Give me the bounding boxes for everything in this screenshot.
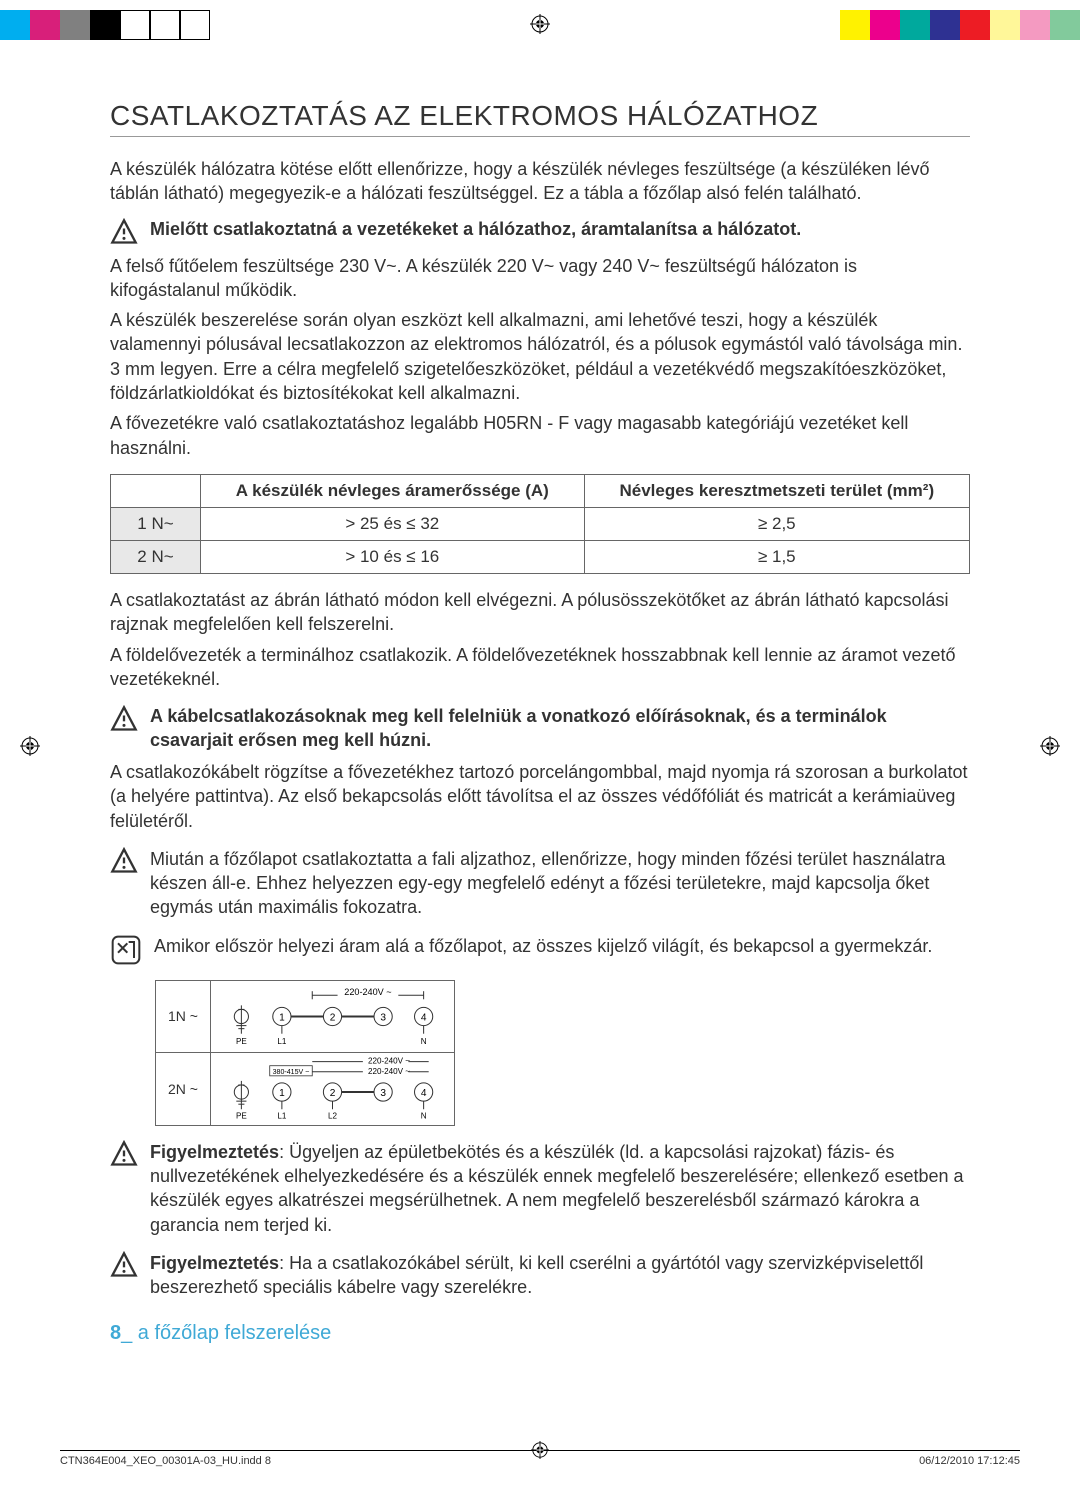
print-file-name: CTN364E004_XEO_00301A-03_HU.indd 8 [60,1455,271,1467]
table-header-blank [111,474,201,507]
wiring-diagram: 1N ~ 220-240V ~ 1 2 3 4 PE L1 N [155,980,455,1126]
print-color-swatch [1050,10,1080,40]
print-color-swatch [180,10,210,40]
note-row-1: Amikor először helyezi áram alá a főzőla… [110,934,970,966]
para-1a: A felső fűtőelem feszültsége 230 V~. A k… [110,254,970,303]
wiring-label-2n: 2N ~ [156,1053,211,1125]
warning-row-1: Mielőtt csatlakoztatná a vezetékeket a h… [110,218,970,246]
table-row: 2 N~ > 10 és ≤ 16 ≥ 1,5 [111,540,970,573]
warning-row-2: A kábelcsatlakozásoknak meg kell felelni… [110,705,970,752]
svg-text:N: N [421,1111,427,1120]
svg-text:220-240V ~: 220-240V ~ [344,987,391,997]
warning-text-5: Figyelmeztetés: Ha a csatlakozókábel sér… [150,1251,970,1300]
registration-mark-right [1040,736,1060,756]
svg-text:1: 1 [279,1012,285,1023]
para-2a: A csatlakoztatást az ábrán látható módon… [110,588,970,637]
svg-text:L2: L2 [328,1111,338,1120]
warning-row-4: Figyelmeztetés: Ügyeljen az épületbeköté… [110,1140,970,1237]
svg-text:380-415V ~: 380-415V ~ [273,1068,310,1076]
svg-text:L1: L1 [277,1037,287,1046]
warning-label: Figyelmeztetés [150,1253,279,1273]
print-color-swatch [60,10,90,40]
wiring-row-2n: 2N ~ 220-240V ~ 220-240V ~ 380-415V ~ 1 … [156,1053,454,1125]
page-content: CSATLAKOZTATÁS AZ ELEKTROMOS HÁLÓZATHOZ … [110,100,970,1345]
color-blocks-left [0,10,210,40]
table-cell-area: ≥ 1,5 [584,540,969,573]
intro-paragraph: A készülék hálózatra kötése előtt ellenő… [110,157,970,206]
wiring-label-1n: 1N ~ [156,981,211,1052]
svg-text:4: 4 [421,1088,427,1099]
table-cell-area: ≥ 2,5 [584,507,969,540]
print-color-swatch [150,10,180,40]
para-1b: A készülék beszerelése során olyan eszkö… [110,308,970,405]
svg-text:N: N [421,1037,427,1046]
print-color-swatch [840,10,870,40]
print-color-swatch [900,10,930,40]
table-cell-amp: > 25 és ≤ 32 [201,507,585,540]
svg-text:1: 1 [279,1088,285,1099]
print-color-swatch [30,10,60,40]
warning-icon [110,847,138,875]
registration-mark-left [20,736,40,756]
table-cell-lbl: 1 N~ [111,507,201,540]
table-header-area: Névleges keresztmetszeti terület (mm²) [584,474,969,507]
svg-text:3: 3 [380,1012,386,1023]
print-timestamp: 06/12/2010 17:12:45 [919,1455,1020,1467]
wiring-schematic-1n: 220-240V ~ 1 2 3 4 PE L1 N [211,981,454,1052]
svg-text:220-240V ~: 220-240V ~ [368,1067,410,1076]
warning-label: Figyelmeztetés [150,1142,279,1162]
warning-icon [110,1251,138,1279]
svg-text:4: 4 [421,1012,427,1023]
registration-mark-bottom [531,1441,549,1462]
warning-row-5: Figyelmeztetés: Ha a csatlakozókábel sér… [110,1251,970,1300]
para-2b: A földelővezeték a terminálhoz csatlakoz… [110,643,970,692]
note-text-1: Amikor először helyezi áram alá a főzőla… [154,934,932,958]
page-title: CSATLAKOZTATÁS AZ ELEKTROMOS HÁLÓZATHOZ [110,100,970,137]
print-color-swatch [960,10,990,40]
print-color-swatch [1020,10,1050,40]
table-cell-lbl: 2 N~ [111,540,201,573]
wiring-schematic-2n: 220-240V ~ 220-240V ~ 380-415V ~ 1 2 3 4… [211,1053,454,1125]
svg-text:3: 3 [380,1088,386,1099]
page-footer: 8_ a főzőlap felszerelése [110,1322,970,1345]
para-1c: A fővezetékre való csatlakoztatáshoz leg… [110,411,970,460]
page-number: 8 [110,1322,121,1344]
svg-text:PE: PE [236,1111,247,1120]
wiring-row-1n: 1N ~ 220-240V ~ 1 2 3 4 PE L1 N [156,981,454,1053]
svg-text:L1: L1 [277,1111,287,1120]
warning-text-1: Mielőtt csatlakoztatná a vezetékeket a h… [150,218,801,241]
para-3: A csatlakozókábelt rögzítse a fővezetékh… [110,760,970,833]
svg-text:2: 2 [330,1012,336,1023]
print-color-swatch [930,10,960,40]
color-blocks-right [840,10,1080,40]
warning-icon [110,705,138,733]
note-icon [110,934,142,966]
footer-sep: _ [121,1322,132,1344]
warning-row-3: Miután a főzőlapot csatlakoztatta a fali… [110,847,970,920]
svg-text:2: 2 [330,1088,336,1099]
table-cell-amp: > 10 és ≤ 16 [201,540,585,573]
print-footer: CTN364E004_XEO_00301A-03_HU.indd 8 06/12… [60,1450,1020,1467]
print-color-swatch [90,10,120,40]
registration-mark-top [530,14,550,34]
print-color-swatch [990,10,1020,40]
table-header-amp: A készülék névleges áramerőssége (A) [201,474,585,507]
table-row: 1 N~ > 25 és ≤ 32 ≥ 2,5 [111,507,970,540]
print-color-swatch [0,10,30,40]
print-color-swatch [870,10,900,40]
spec-table: A készülék névleges áramerőssége (A) Név… [110,474,970,574]
warning-text-3: Miután a főzőlapot csatlakoztatta a fali… [150,847,970,920]
warning-text-4: Figyelmeztetés: Ügyeljen az épületbeköté… [150,1140,970,1237]
warning-text-2: A kábelcsatlakozásoknak meg kell felelni… [150,705,970,752]
footer-section: a főzőlap felszerelése [132,1322,331,1344]
warning-icon [110,1140,138,1168]
print-color-swatch [120,10,150,40]
svg-text:PE: PE [236,1037,247,1046]
svg-text:220-240V ~: 220-240V ~ [368,1056,410,1065]
warning-icon [110,218,138,246]
